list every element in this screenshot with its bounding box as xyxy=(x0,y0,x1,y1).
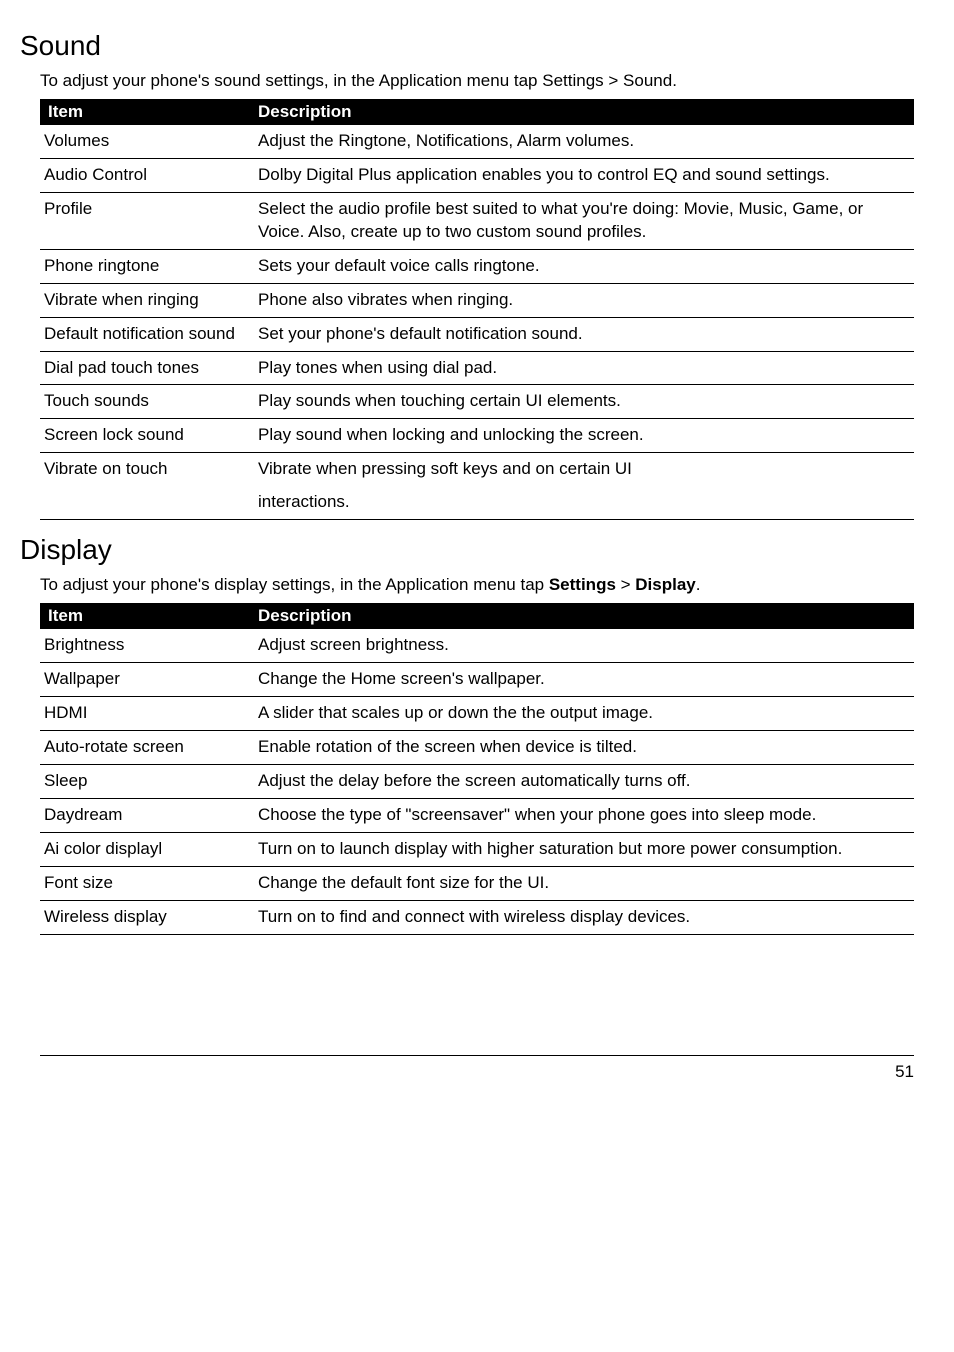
intro-part: . xyxy=(696,575,701,594)
th-item: Item xyxy=(40,603,250,629)
section-title-sound: Sound xyxy=(20,30,914,62)
th-description: Description xyxy=(250,603,914,629)
cell-item: Audio Control xyxy=(40,158,250,192)
cell-item: Brightness xyxy=(40,629,250,662)
table-row: ProfileSelect the audio profile best sui… xyxy=(40,192,914,249)
table-row: Screen lock soundPlay sound when locking… xyxy=(40,419,914,453)
cell-desc: Vibrate when pressing soft keys and on c… xyxy=(250,453,914,486)
cell-item: Ai color displayl xyxy=(40,832,250,866)
cell-desc: interactions. xyxy=(250,486,914,519)
table-row: Ai color displaylTurn on to launch displ… xyxy=(40,832,914,866)
cell-desc: Turn on to find and connect with wireles… xyxy=(250,900,914,934)
page-number: 51 xyxy=(895,1062,914,1081)
cell-desc: Dolby Digital Plus application enables y… xyxy=(250,158,914,192)
th-item: Item xyxy=(40,99,250,125)
cell-item: Phone ringtone xyxy=(40,249,250,283)
cell-desc: Turn on to launch display with higher sa… xyxy=(250,832,914,866)
table-row: Touch soundsPlay sounds when touching ce… xyxy=(40,385,914,419)
table-row: Auto-rotate screenEnable rotation of the… xyxy=(40,730,914,764)
table-row: Dial pad touch tonesPlay tones when usin… xyxy=(40,351,914,385)
cell-desc: Phone also vibrates when ringing. xyxy=(250,283,914,317)
cell-desc: Set your phone's default notification so… xyxy=(250,317,914,351)
cell-item: Daydream xyxy=(40,798,250,832)
cell-item: Profile xyxy=(40,192,250,249)
cell-desc: Play sounds when touching certain UI ele… xyxy=(250,385,914,419)
intro-bold-settings: Settings xyxy=(549,575,616,594)
table-row: Vibrate on touchVibrate when pressing so… xyxy=(40,453,914,486)
table-row: Font sizeChange the default font size fo… xyxy=(40,866,914,900)
table-row: Audio ControlDolby Digital Plus applicat… xyxy=(40,158,914,192)
intro-bold-display: Display xyxy=(635,575,695,594)
table-row: Vibrate when ringingPhone also vibrates … xyxy=(40,283,914,317)
table-row: BrightnessAdjust screen brightness. xyxy=(40,629,914,662)
cell-item: Vibrate on touch xyxy=(40,453,250,486)
sound-table: Item Description VolumesAdjust the Ringt… xyxy=(40,99,914,520)
cell-item: Volumes xyxy=(40,125,250,158)
cell-item xyxy=(40,486,250,519)
cell-item: Wallpaper xyxy=(40,663,250,697)
cell-item: Sleep xyxy=(40,764,250,798)
table-row: HDMIA slider that scales up or down the … xyxy=(40,697,914,731)
page-footer: 51 xyxy=(40,1055,914,1082)
table-row: interactions. xyxy=(40,486,914,519)
table-row: Wireless displayTurn on to find and conn… xyxy=(40,900,914,934)
cell-item: Touch sounds xyxy=(40,385,250,419)
cell-item: HDMI xyxy=(40,697,250,731)
cell-item: Vibrate when ringing xyxy=(40,283,250,317)
section-title-display: Display xyxy=(20,534,914,566)
th-description: Description xyxy=(250,99,914,125)
intro-part: To adjust your phone's display settings,… xyxy=(40,575,549,594)
cell-desc: Adjust screen brightness. xyxy=(250,629,914,662)
cell-desc: Choose the type of "screensaver" when yo… xyxy=(250,798,914,832)
cell-item: Wireless display xyxy=(40,900,250,934)
cell-item: Dial pad touch tones xyxy=(40,351,250,385)
cell-desc: Enable rotation of the screen when devic… xyxy=(250,730,914,764)
cell-desc: Adjust the Ringtone, Notifications, Alar… xyxy=(250,125,914,158)
table-row: SleepAdjust the delay before the screen … xyxy=(40,764,914,798)
cell-desc: Play sound when locking and unlocking th… xyxy=(250,419,914,453)
table-row: DaydreamChoose the type of "screensaver"… xyxy=(40,798,914,832)
cell-item: Font size xyxy=(40,866,250,900)
cell-item: Auto-rotate screen xyxy=(40,730,250,764)
intro-display: To adjust your phone's display settings,… xyxy=(40,574,914,597)
table-row: WallpaperChange the Home screen's wallpa… xyxy=(40,663,914,697)
cell-item: Default notification sound xyxy=(40,317,250,351)
cell-desc: Sets your default voice calls ringtone. xyxy=(250,249,914,283)
cell-desc: Play tones when using dial pad. xyxy=(250,351,914,385)
cell-desc: Adjust the delay before the screen autom… xyxy=(250,764,914,798)
cell-desc: Change the Home screen's wallpaper. xyxy=(250,663,914,697)
cell-item: Screen lock sound xyxy=(40,419,250,453)
table-row: Default notification soundSet your phone… xyxy=(40,317,914,351)
cell-desc: Change the default font size for the UI. xyxy=(250,866,914,900)
table-row: VolumesAdjust the Ringtone, Notification… xyxy=(40,125,914,158)
cell-desc: Select the audio profile best suited to … xyxy=(250,192,914,249)
intro-sound: To adjust your phone's sound settings, i… xyxy=(40,70,914,93)
display-table: Item Description BrightnessAdjust screen… xyxy=(40,603,914,934)
cell-desc: A slider that scales up or down the the … xyxy=(250,697,914,731)
table-row: Phone ringtoneSets your default voice ca… xyxy=(40,249,914,283)
intro-part: > xyxy=(616,575,635,594)
